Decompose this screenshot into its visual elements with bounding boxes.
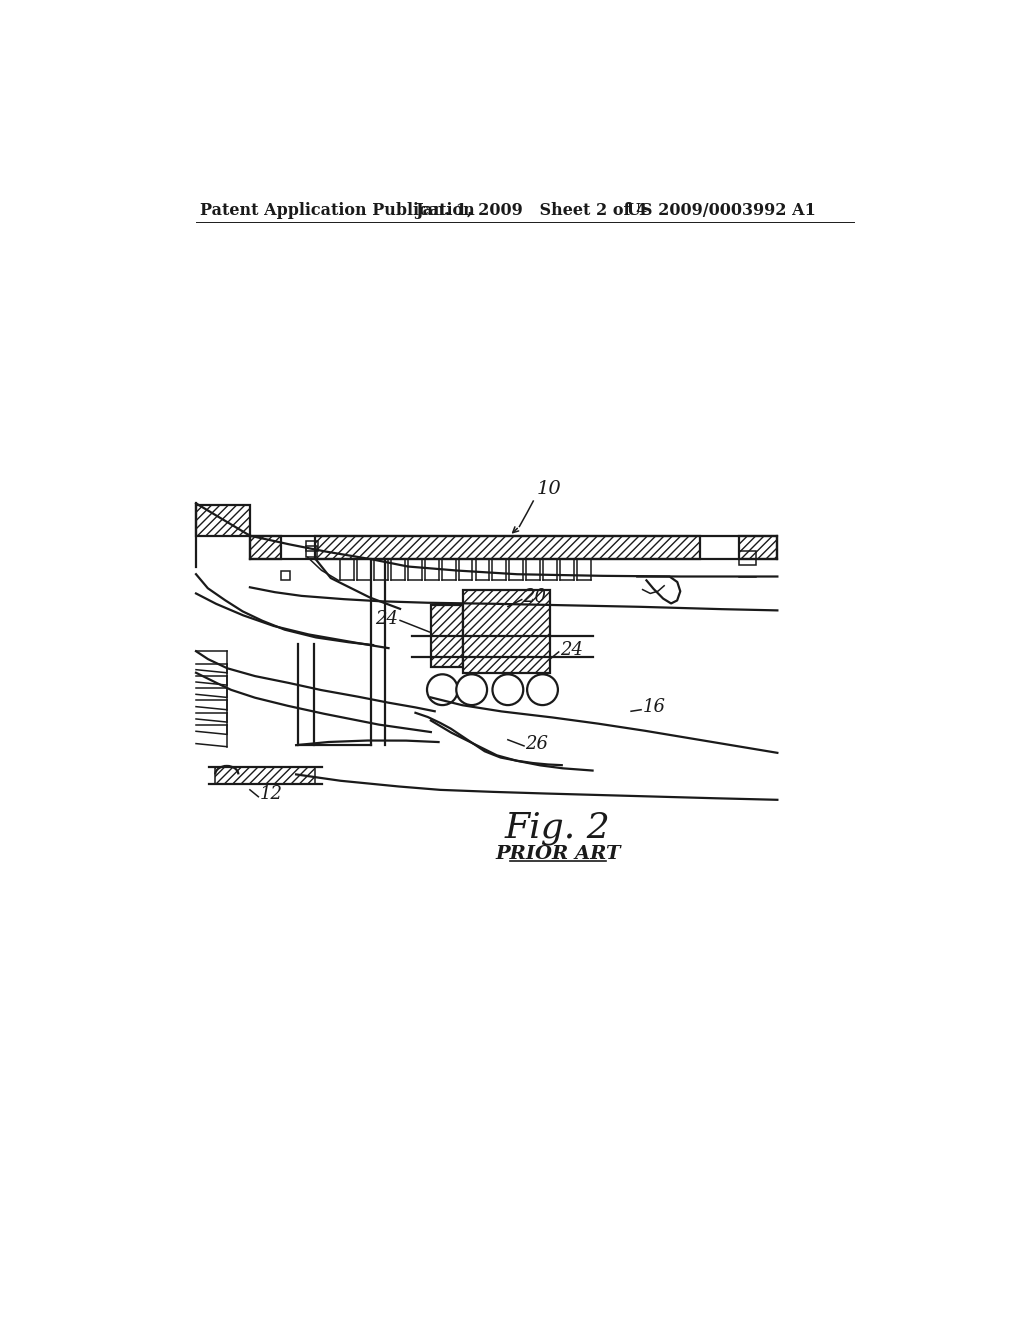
Text: US 2009/0003992 A1: US 2009/0003992 A1: [628, 202, 816, 219]
Bar: [431, 605, 463, 667]
Text: Patent Application Publication: Patent Application Publication: [200, 202, 474, 219]
Circle shape: [457, 675, 487, 705]
Text: 20: 20: [523, 589, 546, 606]
Text: Jan. 1, 2009   Sheet 2 of 4: Jan. 1, 2009 Sheet 2 of 4: [416, 202, 647, 219]
Circle shape: [427, 675, 458, 705]
Bar: [250, 536, 281, 558]
Circle shape: [527, 675, 558, 705]
Text: 12: 12: [260, 785, 283, 804]
Bar: [281, 572, 290, 581]
Text: 24: 24: [560, 640, 584, 659]
Text: PRIOR ART: PRIOR ART: [496, 845, 621, 863]
Bar: [306, 541, 317, 552]
Text: 24: 24: [376, 610, 398, 628]
Bar: [196, 506, 250, 536]
Text: Fig. 2: Fig. 2: [505, 812, 610, 845]
Bar: [739, 536, 777, 558]
Text: 10: 10: [537, 480, 561, 499]
Bar: [463, 590, 550, 673]
Circle shape: [493, 675, 523, 705]
Bar: [315, 536, 700, 558]
Bar: [306, 546, 316, 557]
Text: 26: 26: [525, 735, 549, 752]
Bar: [739, 552, 756, 565]
Bar: [215, 767, 315, 784]
Text: 16: 16: [643, 698, 666, 717]
